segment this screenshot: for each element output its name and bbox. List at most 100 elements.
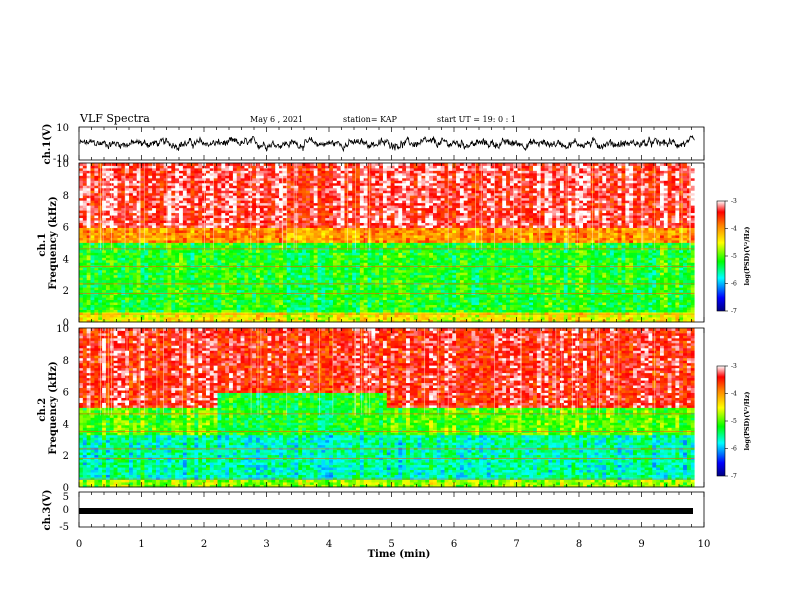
spec-cell — [271, 274, 276, 278]
spec-cell — [275, 212, 280, 216]
spec-cell — [267, 304, 272, 308]
spec-cell — [255, 297, 261, 301]
spec-cell — [182, 267, 188, 271]
spec-cell — [209, 205, 215, 209]
spec-cell — [159, 207, 165, 211]
spec-cell — [282, 262, 288, 266]
spec-cell — [298, 267, 303, 271]
spec-cell — [275, 297, 280, 301]
spec-cell — [163, 220, 168, 224]
spec-cell — [267, 172, 272, 176]
spec-cell — [98, 289, 103, 293]
spec-cell — [367, 297, 372, 301]
spec-cell — [209, 197, 215, 201]
spec-cell — [125, 227, 130, 231]
spec-cell — [194, 254, 199, 258]
spec-cell — [179, 319, 184, 323]
spec-cell — [90, 299, 95, 303]
spec-cell — [317, 252, 322, 256]
spec-cell — [271, 269, 276, 273]
spec-cell — [282, 172, 288, 176]
spec-cell — [198, 299, 203, 303]
spec-cell — [298, 317, 303, 320]
spec-cell — [79, 195, 84, 199]
spec-cell — [121, 312, 126, 315]
spec-cell — [248, 257, 253, 261]
spec-cell — [225, 210, 230, 214]
spec-cell — [302, 237, 307, 241]
spec-cell — [248, 252, 253, 256]
spec-cell — [282, 163, 288, 166]
spec-cell — [132, 252, 138, 256]
spec-cell — [302, 227, 307, 231]
spec-cell — [90, 284, 95, 288]
spec-cell — [117, 220, 122, 224]
spec-cell — [171, 205, 176, 209]
spec-cell — [129, 185, 134, 189]
spec-cell — [159, 220, 165, 224]
spec-cell — [294, 309, 299, 313]
spec-cell — [302, 257, 307, 261]
spec-cell — [286, 227, 292, 231]
spec-cell — [209, 302, 215, 306]
spec-cell — [198, 279, 203, 283]
spec-cell — [252, 187, 257, 191]
spec-cell — [244, 190, 249, 194]
spec-cell — [340, 297, 345, 301]
spec-cell — [271, 215, 276, 219]
spec-cell — [182, 227, 188, 231]
spec-cell — [129, 240, 134, 243]
spec-cell — [248, 277, 253, 281]
spec-cell — [198, 202, 203, 206]
spec-cell — [282, 182, 288, 186]
spec-cell — [340, 252, 345, 256]
spec-cell — [252, 222, 257, 226]
spec-cell — [152, 304, 157, 308]
spec-cell — [140, 205, 145, 209]
spec-cell — [329, 304, 334, 308]
spec-cell — [159, 197, 165, 201]
spec-cell — [125, 317, 130, 320]
spec-cell — [248, 262, 253, 266]
spec-cell — [194, 207, 199, 211]
spec-cell — [117, 207, 122, 211]
spec-cell — [348, 230, 353, 233]
spec-cell — [363, 279, 368, 283]
spec-cell — [359, 244, 365, 248]
spec-cell — [209, 175, 215, 179]
spec-cell — [229, 309, 234, 313]
spec-cell — [363, 284, 368, 288]
spec-cell — [252, 237, 257, 241]
spec-cell — [217, 195, 222, 199]
spec-cell — [132, 277, 138, 281]
spec-cell — [236, 252, 241, 256]
spec-cell — [232, 207, 238, 211]
spec-cell — [102, 192, 107, 196]
spec-cell — [275, 180, 280, 184]
spec-cell — [236, 190, 241, 194]
spec-cell — [86, 240, 91, 243]
spec-cell — [352, 180, 357, 184]
spec-cell — [136, 284, 141, 288]
spec-cell — [325, 187, 330, 191]
spec-cell — [105, 319, 111, 323]
spec-cell — [175, 267, 180, 271]
spec-cell — [105, 180, 111, 184]
spec-cell — [352, 175, 357, 179]
spec-cell — [286, 312, 292, 315]
spec-cell — [175, 163, 180, 166]
spec-cell — [352, 235, 357, 238]
spec-cell — [275, 294, 280, 298]
spec-cell — [340, 202, 345, 206]
spec-cell — [186, 180, 191, 184]
spec-cell — [225, 195, 230, 199]
spec-cell — [155, 302, 161, 306]
spec-cell — [175, 284, 180, 288]
spec-cell — [236, 170, 241, 174]
spec-cell — [209, 254, 215, 258]
spec-cell — [252, 297, 257, 301]
spec-cell — [317, 170, 322, 174]
spec-cell — [306, 240, 311, 243]
spec-cell — [113, 317, 118, 320]
spec-cell — [152, 287, 157, 291]
